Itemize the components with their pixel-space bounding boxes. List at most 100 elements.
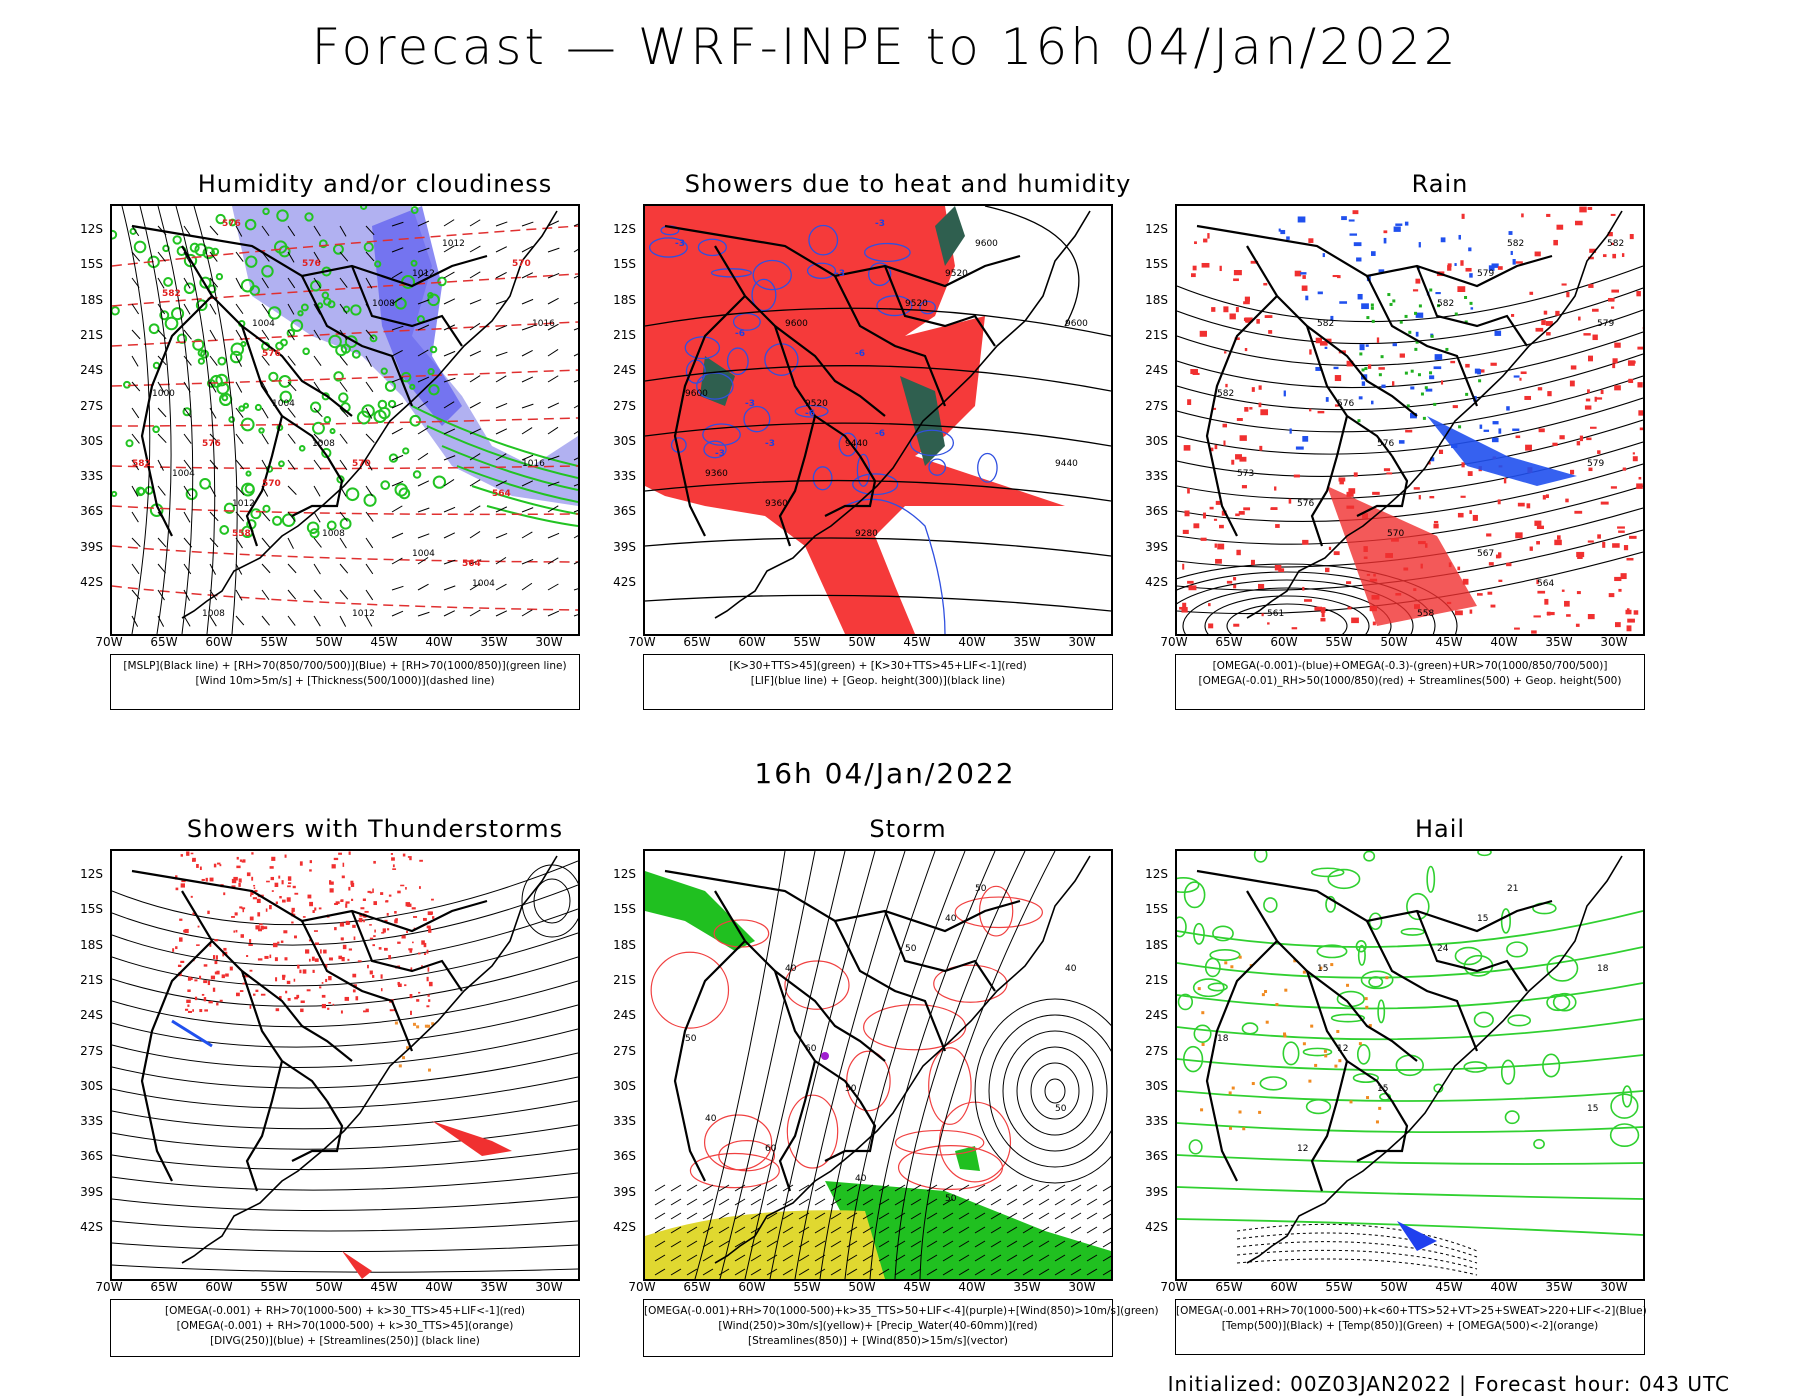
contour-label: 9600 xyxy=(685,389,708,399)
lat-label: 33S xyxy=(1145,1114,1168,1129)
lif-label: -6 xyxy=(735,329,745,339)
contour-label: 1012 xyxy=(352,609,375,619)
lon-label: 45W xyxy=(370,1280,398,1294)
legend-line: [OMEGA(-0.001+RH>70(1000-500)+k<60+TTS>5… xyxy=(1176,1305,1647,1317)
lon-label: 30W xyxy=(1068,1280,1096,1294)
contour-label: 1004 xyxy=(272,399,295,409)
contour-label: 579 xyxy=(1477,269,1494,279)
contour-label: 567 xyxy=(1477,549,1494,559)
lon-label: 55W xyxy=(793,635,821,649)
contour-label: 9520 xyxy=(805,399,828,409)
map-canvas: 50 50 40 50 40 40 60 50 50 60 40 40 50 xyxy=(645,851,1111,1279)
contour-label: 21 xyxy=(1507,884,1518,894)
lon-label: 50W xyxy=(315,1280,343,1294)
lat-label: 33S xyxy=(613,469,636,484)
coastline xyxy=(181,855,558,1264)
legend-line: [Streamlines(850)] + [Wind(850)>15m/s](v… xyxy=(747,1335,1009,1347)
contour-label: 573 xyxy=(1237,469,1254,479)
legend-thunderstorms: [OMEGA(-0.001) + RH>70(1000-500) + k>30_… xyxy=(110,1299,580,1357)
thickness-label: 570 xyxy=(512,259,531,269)
lat-label: 21S xyxy=(80,972,103,987)
contour-label: 60 xyxy=(765,1144,777,1154)
map-canvas: 9600 9520 9600 9600 9600 9520 9520 9440 9440 9360… xyxy=(645,206,1111,634)
lon-label: 40W xyxy=(1490,635,1518,649)
contour-label: 1000 xyxy=(152,389,175,399)
lon-label: 50W xyxy=(315,635,343,649)
lat-label: 24S xyxy=(613,1008,636,1023)
contour-label: 60 xyxy=(805,1044,817,1054)
lat-label: 21S xyxy=(80,327,103,342)
lat-label: 21S xyxy=(1145,972,1168,987)
legend-rain: [OMEGA(-0.001)-(blue)+OMEGA(-0.3)-(green… xyxy=(1175,654,1645,710)
lat-label: 39S xyxy=(1145,1184,1168,1199)
contour-label: 582 xyxy=(1607,239,1624,249)
lon-label: 65W xyxy=(683,1280,711,1294)
lon-label: 35W xyxy=(1545,635,1573,649)
contour-label: 576 xyxy=(1377,439,1394,449)
lif-label: -3 xyxy=(765,439,775,449)
panel-humidity: Humidity and/or cloudiness 1012 1008 1004 10… xyxy=(80,170,655,750)
lon-label: 70W xyxy=(628,1280,656,1294)
contour-label: 1004 xyxy=(472,579,495,589)
lon-label: 65W xyxy=(1215,1280,1243,1294)
thickness-label: 576 xyxy=(302,259,321,269)
contour-label: 15 xyxy=(1477,914,1488,924)
lat-label: 33S xyxy=(80,469,103,484)
lat-label: 18S xyxy=(1145,292,1168,307)
map-canvas: 21 24 15 18 18 15 12 15 15 12 xyxy=(1177,851,1643,1276)
lat-label: 39S xyxy=(80,1184,103,1199)
contour-label: 50 xyxy=(975,884,987,894)
legend-line: [Wind(250)>30m/s](yellow)+ [Precip_Water… xyxy=(718,1320,1038,1332)
contour-label: 579 xyxy=(1587,459,1604,469)
lat-label: 21S xyxy=(1145,327,1168,342)
lat-label: 27S xyxy=(1145,1043,1168,1058)
lat-label: 39S xyxy=(613,539,636,554)
lat-label: 42S xyxy=(613,575,636,589)
lon-label: 70W xyxy=(1160,635,1188,649)
panel-title: Rain xyxy=(1411,170,1469,198)
lat-label: 30S xyxy=(80,433,103,448)
lif-label: -3 xyxy=(745,399,755,409)
contour-label: 18 xyxy=(1597,964,1609,974)
lon-label: 30W xyxy=(1600,1280,1628,1294)
lon-label: 55W xyxy=(260,635,288,649)
legend-line: [OMEGA(-0.001)+RH>70(1000-500)+k>35_TTS>… xyxy=(644,1305,1159,1317)
contour-label: 582 xyxy=(1317,319,1334,329)
lif-label: -6 xyxy=(855,349,865,359)
thickness-label: 570 xyxy=(262,479,281,489)
lat-label: 12S xyxy=(80,222,103,236)
map-storm: 50 50 40 50 40 40 60 50 50 60 40 40 50 xyxy=(643,849,1113,1281)
contour-label: 9440 xyxy=(1055,459,1078,469)
lon-label: 60W xyxy=(205,635,233,649)
lat-label: 15S xyxy=(80,902,103,917)
lat-label: 30S xyxy=(80,1078,103,1093)
lon-label: 40W xyxy=(958,1280,986,1294)
contour-label: 15 xyxy=(1377,1084,1388,1094)
lon-label: 70W xyxy=(628,635,656,649)
lat-label: 12S xyxy=(613,222,636,236)
lat-label: 33S xyxy=(80,1114,103,1129)
lon-label: 65W xyxy=(150,1280,178,1294)
contour-label: 9360 xyxy=(765,499,788,509)
lif-label: -3 xyxy=(835,269,845,279)
contour-label: 50 xyxy=(685,1034,697,1044)
lat-label: 15S xyxy=(613,902,636,917)
lat-label: 12S xyxy=(1145,867,1168,881)
lat-label: 12S xyxy=(613,867,636,881)
lif-label: -6 xyxy=(805,409,815,419)
lat-label: 15S xyxy=(1145,257,1168,272)
legend-line: [Temp(500)](Black) + [Temp(850)](Green) … xyxy=(1221,1320,1599,1332)
thickness-label: 576 xyxy=(262,349,281,359)
lon-label: 35W xyxy=(1013,635,1041,649)
contour-label: 15 xyxy=(1587,1104,1598,1114)
lat-label: 42S xyxy=(613,1220,636,1234)
contour-label: 558 xyxy=(1417,609,1434,619)
rh-shading-dense xyxy=(372,206,462,426)
lon-label: 55W xyxy=(1325,635,1353,649)
contour-label: 1008 xyxy=(202,609,225,619)
lif-label: -3 xyxy=(715,449,725,459)
lon-label: 30W xyxy=(535,1280,563,1294)
contour-label: 9520 xyxy=(905,299,928,309)
lat-label: 12S xyxy=(1145,222,1168,236)
lat-label: 18S xyxy=(613,292,636,307)
